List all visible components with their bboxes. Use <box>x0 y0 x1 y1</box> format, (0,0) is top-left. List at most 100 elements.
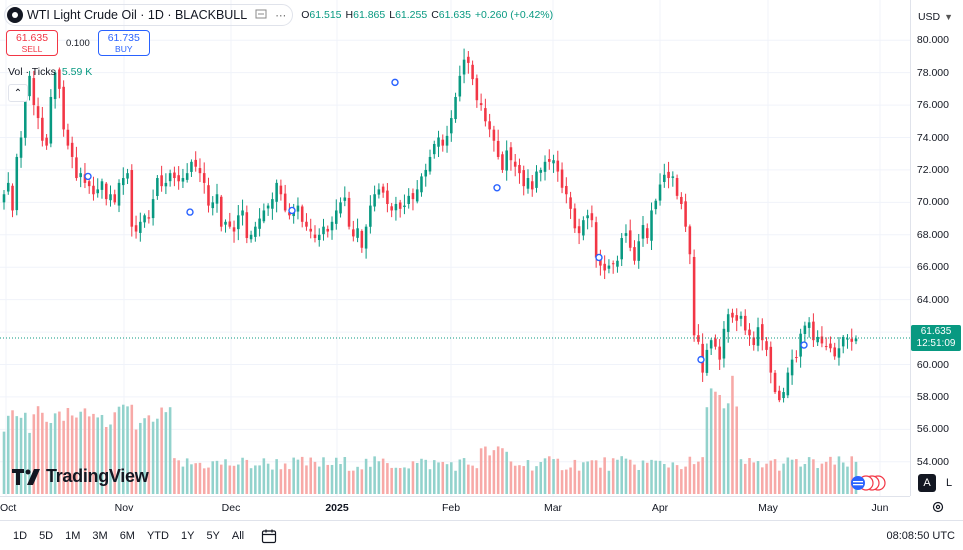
event-marker[interactable] <box>288 206 296 215</box>
candle-body <box>66 129 70 146</box>
range-button[interactable]: 1M <box>65 529 81 542</box>
event-marker[interactable] <box>800 341 808 349</box>
ohlc-value: 61.515 <box>309 9 342 21</box>
volume-bar <box>846 466 849 494</box>
candle-body <box>509 147 513 161</box>
candle-body <box>492 129 496 141</box>
volume-bar <box>403 467 406 494</box>
volume-bar <box>701 457 704 494</box>
candle-body <box>249 234 253 240</box>
calendar-icon[interactable] <box>261 528 277 544</box>
volume-bar <box>104 427 108 494</box>
volume-bar <box>83 408 87 494</box>
candle-body <box>722 328 726 359</box>
volume-bar <box>70 415 74 494</box>
volume-bar <box>829 456 832 494</box>
candle-body <box>654 200 658 210</box>
candle-body <box>641 225 645 239</box>
candle-body <box>735 315 738 321</box>
volume-bar <box>283 463 287 494</box>
candle-body <box>134 225 138 232</box>
candle-body <box>752 337 756 346</box>
buy-button[interactable]: 61.735 BUY <box>97 30 150 56</box>
candle-body <box>160 175 163 187</box>
volume-bar <box>79 411 82 494</box>
volume-bar <box>339 464 342 494</box>
volume-bar <box>816 468 819 494</box>
candle-body <box>761 324 764 341</box>
volume-bar <box>58 411 61 494</box>
candle-body <box>83 174 87 183</box>
gear-icon[interactable] <box>931 500 945 514</box>
candle-body <box>846 338 849 340</box>
range-button[interactable]: 3M <box>92 529 108 542</box>
volume-bar <box>147 415 151 494</box>
range-button[interactable]: 6M <box>119 529 135 542</box>
range-button[interactable]: 1Y <box>180 529 195 542</box>
candle-body <box>339 202 342 214</box>
volume-bar <box>390 467 393 494</box>
range-button[interactable]: 1D <box>13 529 28 542</box>
spread-value: 0.100 <box>66 37 90 49</box>
candle-body <box>667 171 670 179</box>
price-scale[interactable]: 80.000 78.000 76.000 74.000 72.000 70.000 68.0… <box>910 0 963 496</box>
currency-selector[interactable]: USD ▼ <box>913 8 958 26</box>
candle-body <box>739 315 743 319</box>
volume-bar <box>684 466 687 494</box>
volume-bar <box>181 466 185 494</box>
collapse-legend-button[interactable]: ⌃ <box>8 84 28 102</box>
volume-bar <box>32 414 36 494</box>
candle-body <box>190 161 193 172</box>
last-price-value: 61.635 <box>920 325 952 337</box>
chart-area[interactable] <box>0 0 910 496</box>
candle-body <box>49 96 53 144</box>
event-marker[interactable] <box>697 355 705 364</box>
candle-body <box>569 197 572 209</box>
range-button[interactable]: All <box>231 529 245 542</box>
sell-button[interactable]: 61.635 SELL <box>6 30 58 56</box>
volume-bar <box>778 470 781 494</box>
log-scale-button[interactable]: L <box>941 474 957 492</box>
utc-clock[interactable]: 08:08:50 UTC <box>886 529 955 542</box>
volume-bar <box>560 470 564 494</box>
symbol-selector[interactable]: WTI Light Crude Oil · 1D · BLACKBULL ⋯ <box>4 4 294 26</box>
time-axis[interactable]: Oct Nov Dec 2025 Feb Mar Apr May Jun <box>0 496 910 516</box>
candle-body <box>266 205 270 209</box>
event-marker[interactable] <box>493 184 501 192</box>
bar-countdown: 12:51:09 <box>916 337 956 349</box>
range-button[interactable]: YTD <box>146 529 169 542</box>
volume-bar <box>599 467 602 494</box>
volume-bar <box>633 464 636 494</box>
volume-bar <box>249 468 253 494</box>
range-button[interactable]: 5D <box>39 529 54 542</box>
event-marker[interactable] <box>595 253 603 262</box>
price-tick-label: 66.000 <box>916 261 949 274</box>
candle-body <box>58 69 61 89</box>
range-button[interactable]: 5Y <box>206 529 220 542</box>
volume-bar <box>530 470 534 494</box>
auto-scale-button[interactable]: A <box>918 474 936 492</box>
event-marker[interactable] <box>84 172 92 181</box>
candle-body <box>658 184 662 201</box>
volume-bar <box>812 459 815 494</box>
volume-bar <box>790 459 794 494</box>
volume-bar <box>11 410 14 494</box>
event-marker[interactable] <box>186 208 194 216</box>
volume-bar <box>215 460 219 494</box>
volume-bar <box>795 459 798 494</box>
event-marker[interactable] <box>391 78 399 87</box>
candlestick-chart[interactable] <box>0 0 910 496</box>
volume-bar <box>185 458 189 494</box>
candle-body <box>437 137 440 147</box>
volume-bar <box>347 470 351 494</box>
candle-body <box>594 222 598 258</box>
volume-bar <box>471 465 474 494</box>
candle-body <box>697 335 700 342</box>
more-options-icon[interactable]: ⋯ <box>275 9 287 22</box>
volume-bar <box>807 457 811 494</box>
candle-body <box>381 186 385 193</box>
hide-icon[interactable] <box>255 9 267 22</box>
volume-bar <box>377 461 381 494</box>
candle-body <box>586 215 589 219</box>
events-flag-icon[interactable] <box>848 474 888 492</box>
